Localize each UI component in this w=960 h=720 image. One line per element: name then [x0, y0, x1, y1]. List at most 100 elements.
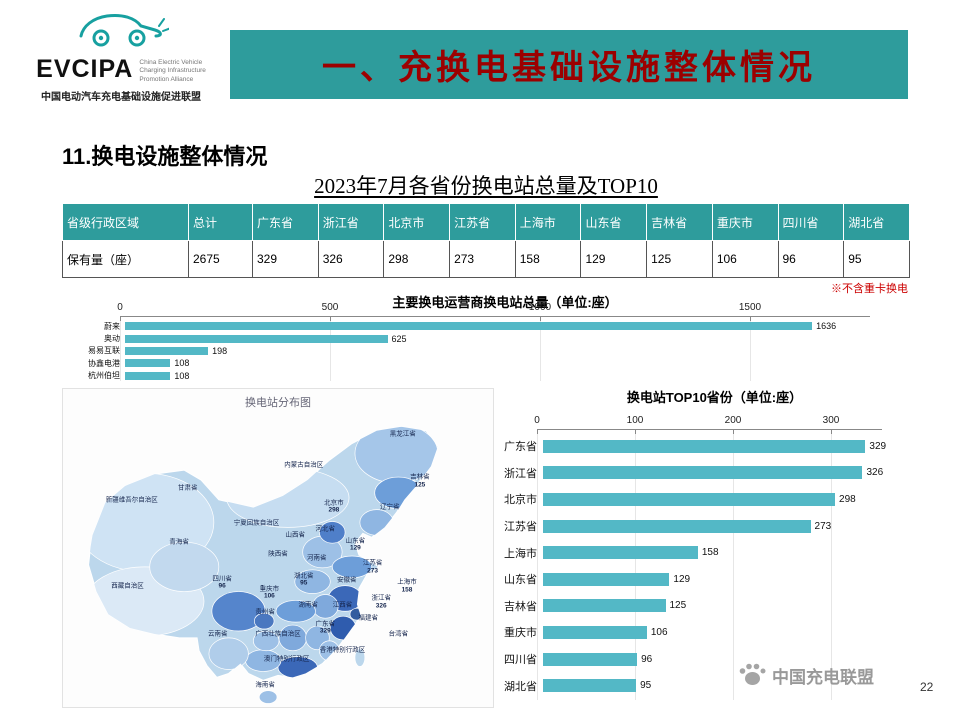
map-region-label: 澳门特别行政区: [263, 655, 310, 663]
bar-row: 吉林省 125: [487, 593, 942, 620]
map-label-overlay: 黑龙江省 内蒙古自治区 吉林省 125 辽宁省 北京市 298 河北省 山西省 山东省 129 新疆维…: [63, 389, 493, 707]
bar-value-label: 106: [650, 626, 668, 638]
evcipa-tagline: China Electric Vehicle Charging Infrastr…: [139, 57, 205, 84]
bar-row: 四川省 96: [487, 646, 942, 673]
table-cell: 298: [383, 240, 451, 278]
table-cell: 273: [449, 240, 516, 278]
alliance-paw-icon: [739, 663, 766, 685]
map-region-label: 重庆市 106: [259, 585, 280, 600]
map-region-label: 西藏自治区: [111, 582, 144, 590]
slide-title: 一、充换电基础设施整体情况: [322, 50, 816, 87]
map-region-label: 香港特别行政区: [319, 646, 366, 654]
top10-chart-rows: 广东省 329 浙江省 326 北京市 298 江苏省 273 上海市 158 山东省 129 吉林省 1…: [487, 433, 942, 699]
axis-tick-mark: [831, 430, 832, 434]
bar: [125, 346, 209, 355]
bar-category-label: 江苏省: [504, 521, 537, 534]
bar-category-label: 协鑫电港: [88, 358, 120, 368]
bar: [125, 359, 171, 368]
table-header-cell: 总计: [188, 203, 253, 241]
bar-category-label: 广东省: [504, 441, 537, 454]
axis-tick-label: 200: [724, 415, 742, 426]
bar-row: 协鑫电港 108: [65, 357, 945, 369]
bar: [125, 334, 388, 343]
axis-tick-mark: [750, 317, 751, 321]
map-region-label: 湖北省 95: [294, 572, 314, 587]
table-header-cell: 上海市: [514, 203, 582, 241]
map-region-label: 宁夏回族自治区: [233, 518, 280, 526]
bar-value-label: 129: [673, 573, 691, 585]
table-header-cell: 江苏省: [449, 203, 516, 241]
bar-row: 奥动 625: [65, 332, 945, 344]
tagline-line: Charging Infrastructure: [139, 67, 206, 75]
tagline-line: China Electric Vehicle: [139, 59, 203, 66]
bar-category-label: 蔚来: [104, 321, 120, 331]
table-header-cell: 四川省: [777, 203, 845, 241]
alliance-watermark-text: 中国充电联盟: [772, 667, 874, 687]
map-region-label: 福建省: [358, 614, 379, 622]
map-region-label: 黑龙江省: [389, 429, 416, 437]
table-cell: 106: [711, 240, 779, 278]
table-header-cell: 省级行政区域: [62, 203, 189, 241]
bar-category-label: 湖北省: [504, 680, 537, 693]
table-cell: 96: [777, 240, 845, 278]
operator-chart-axis: 0 500 1000 1500: [117, 302, 870, 381]
operator-bar-chart: 主要换电运营商换电站总量（单位:座） 0 500 1000 1500 蔚来 1636 奥动…: [65, 292, 945, 392]
table-header-cell: 山东省: [580, 203, 648, 241]
bar: [543, 625, 647, 639]
axis-tick-mark: [733, 430, 734, 434]
bar-value-label: 298: [839, 493, 856, 505]
bar: [543, 466, 863, 480]
axis-gridline: [733, 430, 734, 700]
map-region-label: 贵州省: [255, 607, 275, 615]
table-header-cell: 浙江省: [317, 203, 385, 241]
map-region-label: 海南省: [255, 681, 275, 688]
axis-tick-label: 0: [117, 302, 123, 313]
bar-row: 易易互联 198: [65, 345, 945, 357]
bar: [543, 652, 638, 666]
bar-category-label: 四川省: [504, 654, 537, 667]
map-region-label: 青海省: [169, 537, 189, 545]
tagline-line: Promotion Alliance: [139, 75, 194, 83]
map-region-label: 山东省 129: [345, 537, 366, 552]
bar-row: 重庆市 106: [487, 619, 942, 646]
map-region-label: 新疆维吾尔自治区: [105, 496, 158, 504]
evcipa-brand: EVCIPA: [36, 55, 134, 83]
bar: [543, 439, 866, 453]
bar-value-label: 158: [701, 547, 719, 559]
table-cell: 329: [252, 240, 319, 278]
china-map-svg: [88, 426, 439, 704]
bar: [125, 322, 813, 331]
bar-row: 湖北省 95: [487, 672, 942, 699]
bar: [543, 546, 698, 560]
bar-category-label: 浙江省: [504, 467, 537, 480]
bar-value-label: 108: [174, 370, 190, 381]
station-table: 省级行政区域 总计 广东省 浙江省 北京市 江苏省 上海市 山东省 吉林省 重庆市 四川省 湖北省 保…: [62, 203, 910, 278]
china-map: 换电站分布图: [62, 388, 494, 708]
bar-value-label: 198: [212, 345, 228, 356]
map-region-label: 四川省 96: [212, 575, 232, 590]
table-header-cell: 北京市: [383, 203, 451, 241]
bar-row: 上海市 158: [487, 539, 942, 566]
map-region-label: 安徽省: [337, 576, 357, 584]
table-header-cell: 吉林省: [646, 203, 713, 241]
axis-gridline: [537, 430, 538, 700]
bar-category-label: 易易互联: [88, 346, 120, 356]
table-cell: 125: [646, 240, 713, 278]
bar-category-label: 山东省: [504, 574, 537, 587]
bar-row: 浙江省 326: [487, 460, 942, 487]
map-region-label: 台湾省: [388, 630, 409, 638]
map-region-label: 云南省: [208, 630, 228, 638]
axis-gridline: [330, 317, 331, 381]
map-region-label: 陕西省: [268, 550, 288, 558]
alliance-watermark: 中国充电联盟: [737, 662, 874, 688]
map-region-label: 广西壮族自治区: [255, 630, 301, 638]
axis-tick-mark: [330, 317, 331, 321]
axis-tick-mark: [120, 317, 121, 321]
bar-value-label: 329: [869, 440, 887, 452]
axis-tick-mark: [540, 317, 541, 321]
axis-tick-label: 1500: [738, 302, 762, 313]
table-cell: 95: [843, 240, 910, 278]
bar: [543, 519, 811, 533]
bar-category-label: 奥动: [104, 334, 120, 344]
